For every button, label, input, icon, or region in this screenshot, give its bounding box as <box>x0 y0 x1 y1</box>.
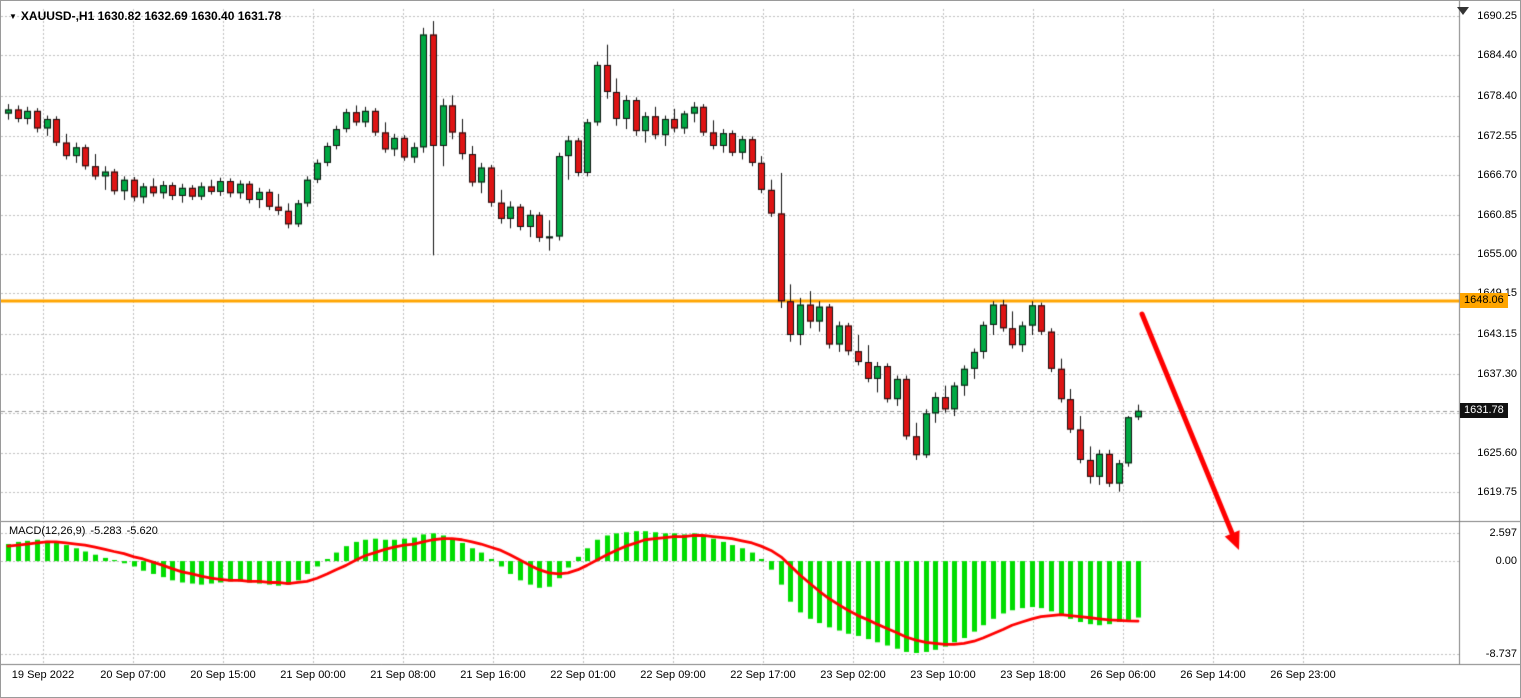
time-axis-label: 21 Sep 16:00 <box>460 669 526 681</box>
price-axis-label: 1655.00 <box>1477 248 1517 260</box>
price-axis-label: 1643.15 <box>1477 328 1517 340</box>
time-axis-label: 22 Sep 09:00 <box>640 669 706 681</box>
time-axis-label: 23 Sep 02:00 <box>820 669 886 681</box>
price-axis-label: 1660.85 <box>1477 209 1517 221</box>
price-axis-label: 1619.75 <box>1477 486 1517 498</box>
macd-name: MACD(12,26,9) <box>9 525 86 537</box>
macd-signal-value: -5.620 <box>126 525 158 537</box>
macd-axis-label: -8.737 <box>1485 648 1517 660</box>
time-axis-label: 22 Sep 01:00 <box>550 669 616 681</box>
chart-shift-marker-icon[interactable] <box>1457 7 1469 15</box>
time-axis-label: 19 Sep 2022 <box>11 669 75 681</box>
time-axis-label: 20 Sep 15:00 <box>190 669 256 681</box>
ohlc-values: 1630.82 1632.69 1630.40 1631.78 <box>97 9 282 23</box>
macd-axis-label: 2.597 <box>1489 527 1517 539</box>
time-axis-label: 26 Sep 06:00 <box>1090 669 1156 681</box>
macd-axis-label: 0.00 <box>1495 555 1517 567</box>
price-axis-label: 1637.30 <box>1477 368 1517 380</box>
price-axis-label: 1684.40 <box>1477 49 1517 61</box>
price-axis-label: 1690.25 <box>1477 10 1517 22</box>
time-axis-label: 23 Sep 18:00 <box>1000 669 1066 681</box>
price-axis-label: 1666.70 <box>1477 169 1517 181</box>
time-axis-label: 26 Sep 23:00 <box>1270 669 1336 681</box>
price-axis-label: 1625.60 <box>1477 447 1517 459</box>
macd-indicator-label: MACD(12,26,9) -5.283 -5.620 <box>9 525 163 537</box>
price-axis-label: 1678.40 <box>1477 90 1517 102</box>
time-axis-label: 21 Sep 00:00 <box>280 669 346 681</box>
hline-price-tag: 1648.06 <box>1460 293 1508 308</box>
time-axis-label: 26 Sep 14:00 <box>1180 669 1246 681</box>
macd-main-value: -5.283 <box>90 525 122 537</box>
bid-price-tag: 1631.78 <box>1460 403 1508 418</box>
price-axis-label: 1672.55 <box>1477 130 1517 142</box>
symbol-period-label: XAUUSD-,H1 <box>20 9 95 23</box>
time-axis-label: 20 Sep 07:00 <box>100 669 166 681</box>
time-axis-label: 23 Sep 10:00 <box>910 669 976 681</box>
chart-title: ▼ XAUUSD-,H1 1630.82 1632.69 1630.40 1631… <box>9 9 281 23</box>
symbol-dropdown-icon[interactable]: ▼ <box>9 12 17 21</box>
time-axis-label: 21 Sep 08:00 <box>370 669 436 681</box>
time-axis-label: 22 Sep 17:00 <box>730 669 796 681</box>
